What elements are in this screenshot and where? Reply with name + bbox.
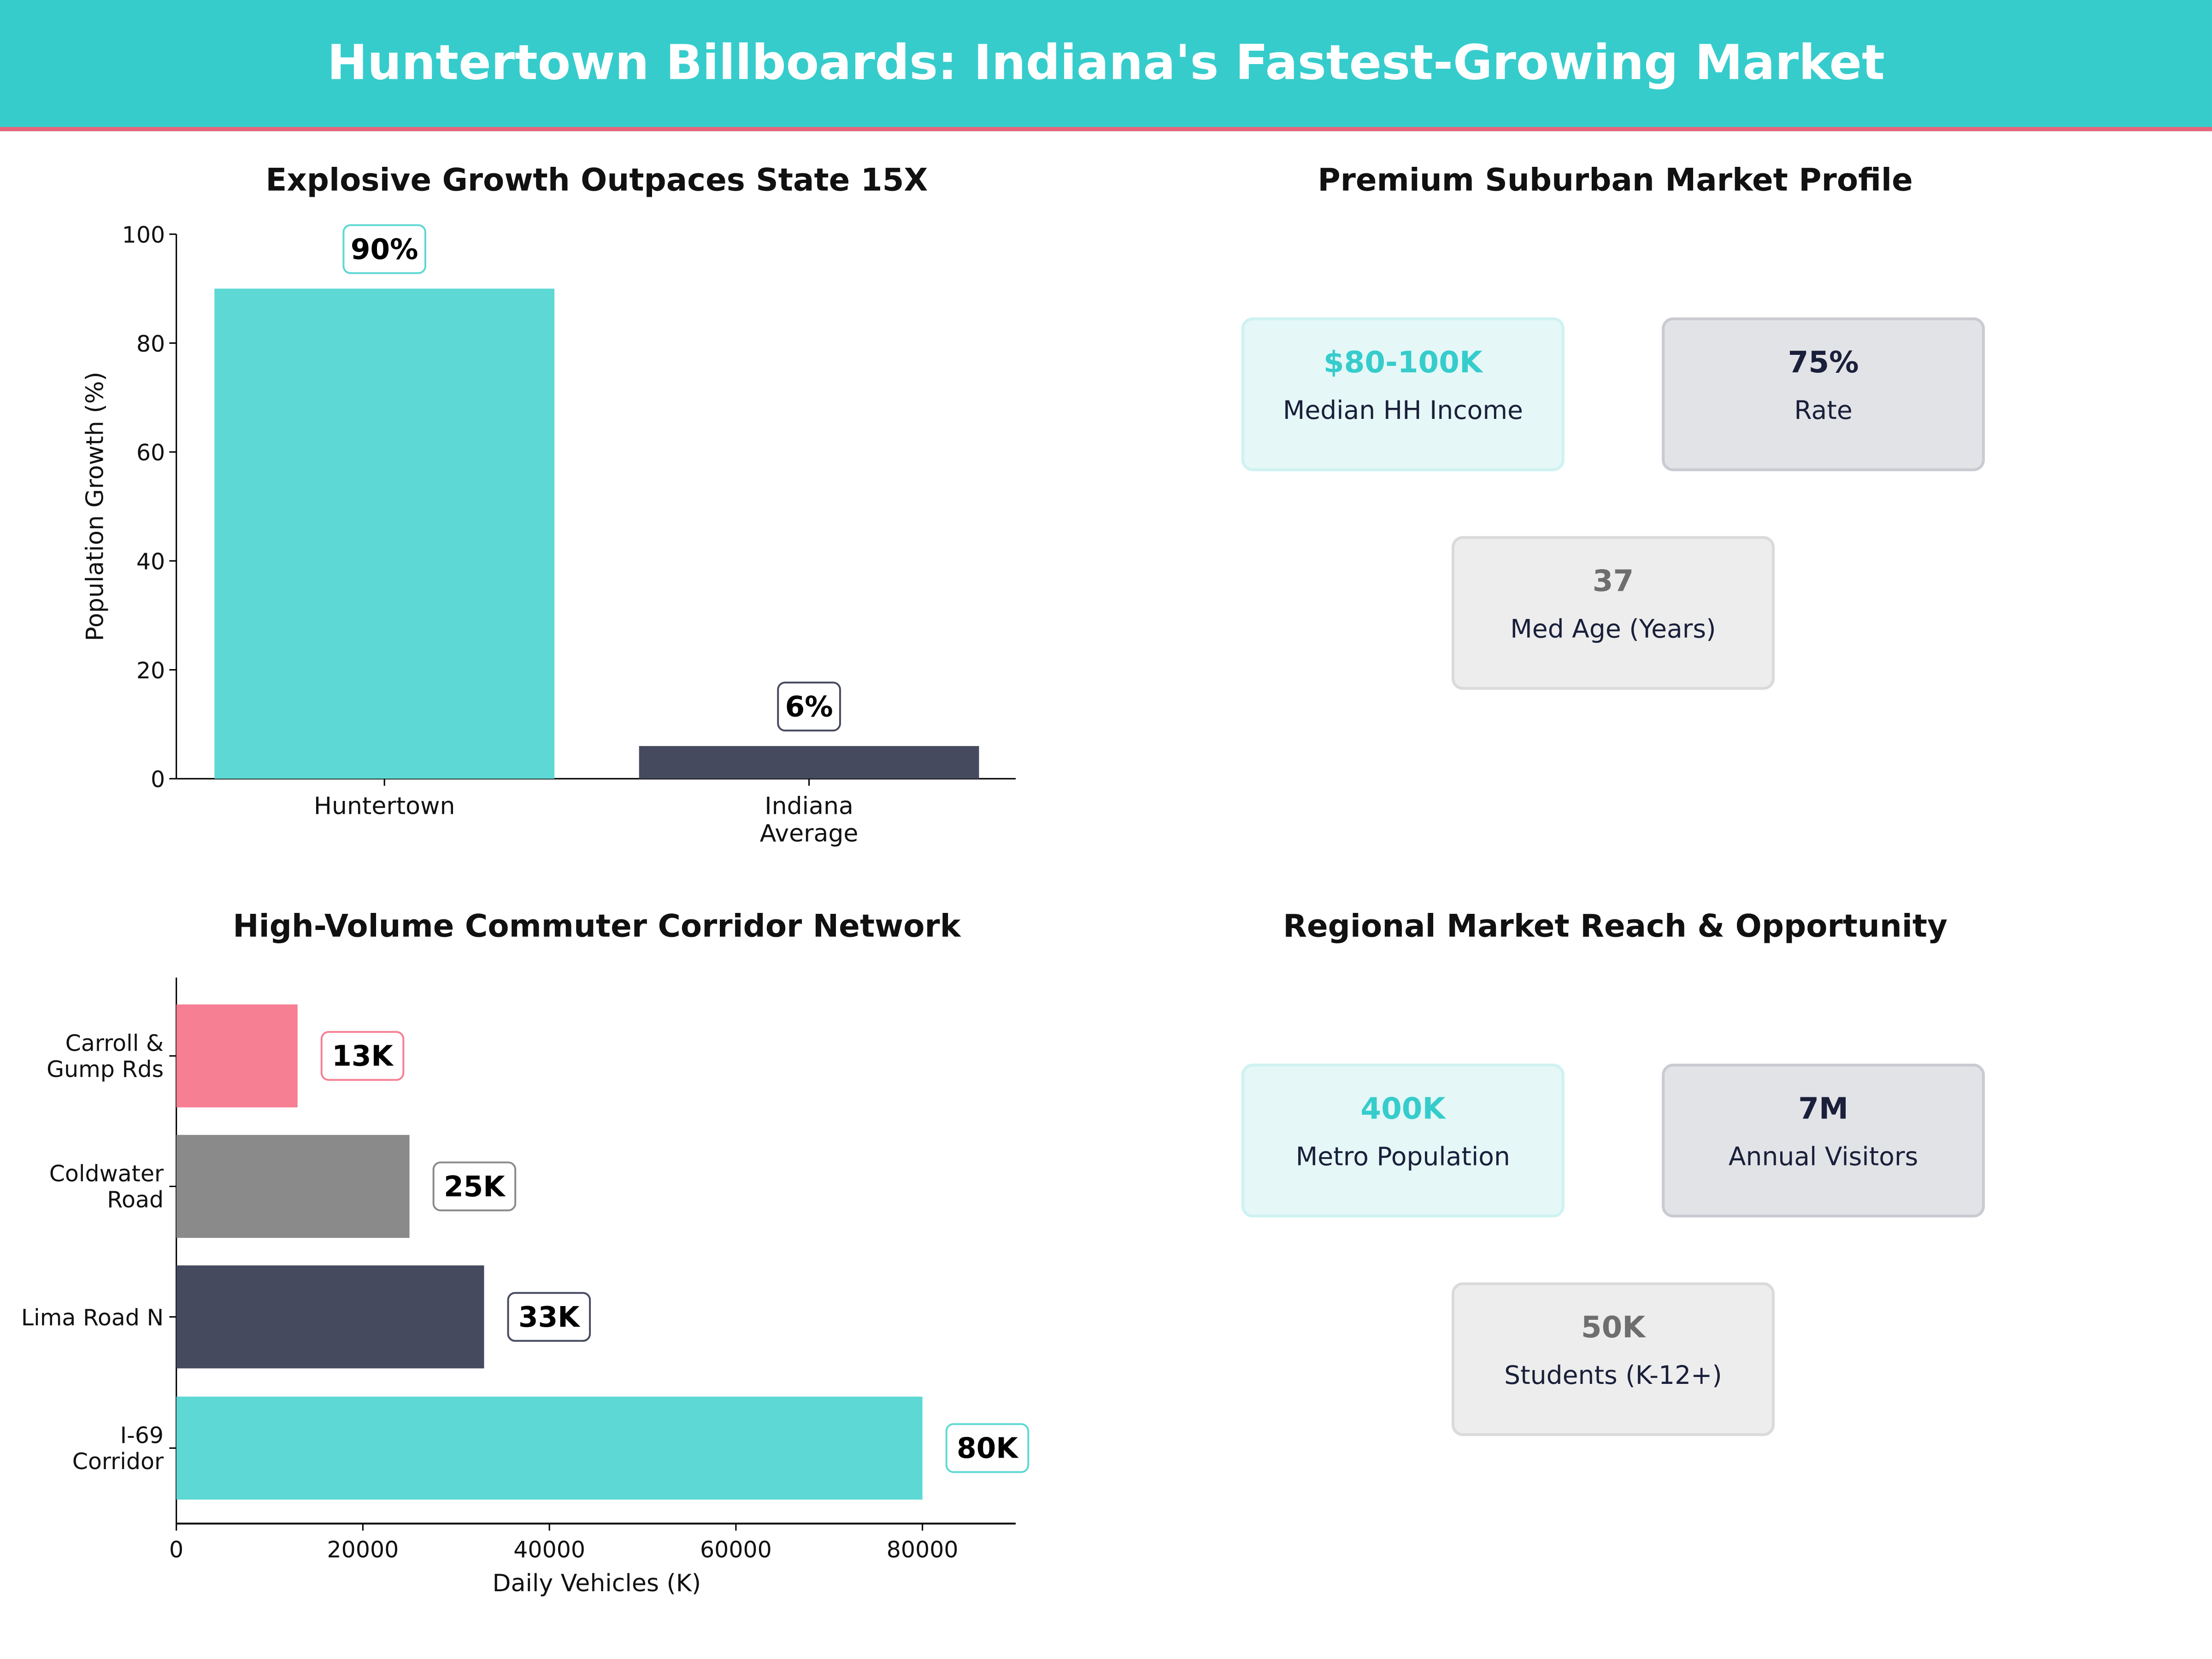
bar-1: [639, 746, 979, 779]
x-tick-label: 80000: [887, 1537, 959, 1563]
corridor-chart-title: High-Volume Commuter Corridor Network: [233, 910, 961, 946]
data-label: 13K: [332, 1040, 394, 1073]
y-tick-label: 80: [136, 331, 165, 357]
bar-1: [176, 1135, 410, 1238]
bar-3: [176, 1396, 923, 1500]
card-value: $80-100K: [1323, 345, 1483, 380]
data-label: 90%: [351, 233, 418, 266]
data-label: 33K: [518, 1301, 581, 1334]
x-tick-label: 40000: [513, 1537, 585, 1563]
x-tick-label: Indiana Average: [760, 792, 859, 847]
card-label: Median HH Income: [1282, 396, 1523, 426]
card-label: Annual Visitors: [1728, 1142, 1918, 1172]
card-value: 7M: [1798, 1092, 1848, 1126]
data-label-box: [507, 1292, 591, 1342]
card-value: 50K: [1581, 1310, 1646, 1345]
visitors-card: 7M Annual Visitors: [1662, 1064, 1985, 1218]
card-value: 37: [1592, 564, 1634, 598]
y-tick-label: 60: [136, 440, 165, 466]
card-label: Metro Population: [1295, 1142, 1510, 1172]
metro-card: 400K Metro Population: [1241, 1064, 1565, 1218]
data-label-box: [432, 1161, 517, 1212]
reach-title: Regional Market Reach & Opportunity: [1283, 910, 1948, 946]
card-value: 75%: [1788, 345, 1859, 380]
x-tick-label: 0: [169, 1537, 183, 1563]
card-label: Med Age (Years): [1510, 615, 1716, 645]
y-tick-label: 20: [136, 658, 165, 684]
data-label-box: [777, 682, 841, 732]
x-tick-label: Huntertown: [314, 792, 455, 820]
growth-chart-title: Explosive Growth Outpaces State 15X: [265, 164, 928, 199]
data-label: 80K: [957, 1432, 1019, 1465]
income-card: $80-100K Median HH Income: [1241, 317, 1565, 471]
x-axis-label: Daily Vehicles (K): [493, 1570, 701, 1597]
y-tick-label: Coldwater Road: [49, 1161, 164, 1213]
x-tick-label: 20000: [327, 1537, 399, 1563]
bar-2: [176, 1265, 484, 1369]
data-label-box: [945, 1423, 1030, 1473]
data-label: 25K: [444, 1171, 506, 1203]
page-title: Huntertown Billboards: Indiana's Fastest…: [327, 35, 1885, 92]
y-tick-label: I-69 Corridor: [72, 1423, 164, 1475]
y-tick-label: 40: [136, 549, 165, 575]
data-label: 6%: [785, 691, 833, 724]
y-tick-label: 100: [122, 222, 165, 248]
card-label: Rate: [1794, 396, 1853, 426]
rate-card: 75% Rate: [1662, 317, 1985, 471]
y-tick-label: Lima Road N: [21, 1305, 164, 1331]
y-axis-label: Population Growth (%): [81, 372, 109, 641]
card-label: Students (K-12+): [1504, 1361, 1722, 1391]
data-label-box: [320, 1031, 405, 1081]
bar-0: [176, 1004, 298, 1108]
age-card: 37 Med Age (Years): [1451, 536, 1775, 690]
bar-0: [214, 288, 555, 779]
x-tick-label: 60000: [700, 1537, 772, 1563]
students-card: 50K Students (K-12+): [1451, 1282, 1775, 1436]
card-value: 400K: [1360, 1092, 1446, 1126]
y-tick-label: Carroll & Gump Rds: [47, 1030, 164, 1082]
header-banner: Huntertown Billboards: Indiana's Fastest…: [0, 0, 2212, 131]
y-tick-label: 0: [151, 766, 165, 793]
profile-title: Premium Suburban Market Profile: [1318, 164, 1913, 199]
data-label-box: [342, 224, 426, 274]
